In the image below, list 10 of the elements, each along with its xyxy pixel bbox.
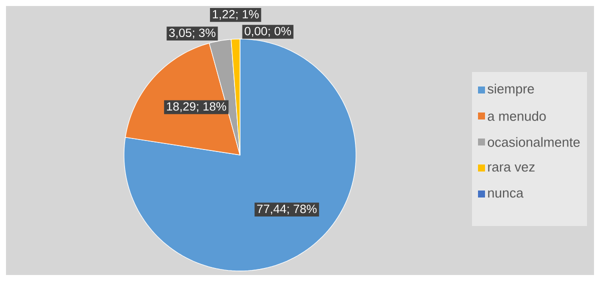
legend-label: siempre: [488, 84, 534, 96]
legend-label: ocasionalmente: [488, 137, 580, 147]
data-label: 77,44; 78%: [257, 204, 317, 215]
data-label: 18,29; 18%: [166, 102, 226, 112]
text: 0,00; 0%: [244, 26, 292, 37]
data-label: 1,22; 1%: [212, 10, 259, 20]
legend-label: nunca: [488, 190, 524, 198]
legend-label: a menudo: [488, 111, 546, 121]
legend-label: rara vez: [488, 164, 535, 172]
data-label: 3,05; 3%: [169, 28, 216, 38]
